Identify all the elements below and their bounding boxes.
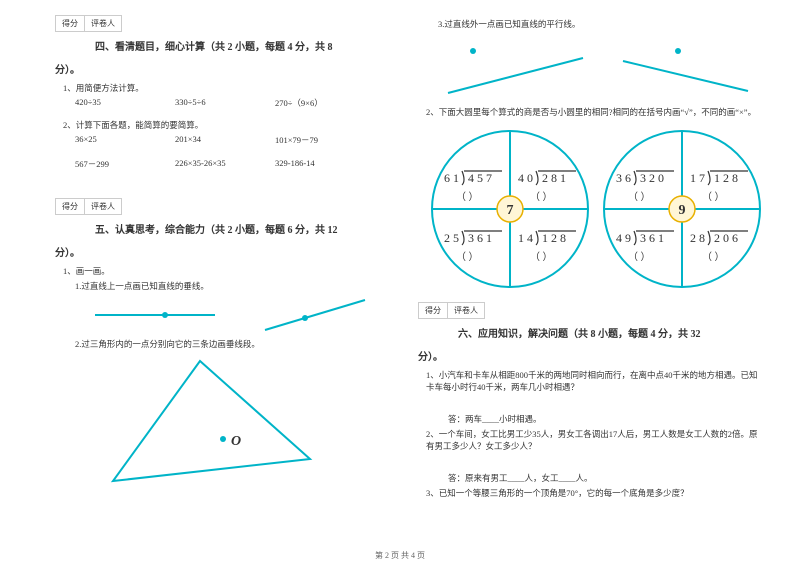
score-box: 得分 评卷人 [55,198,122,215]
q5-1-3: 3.过直线外一点画已知直线的平行线。 [438,18,760,30]
expr: 329-186-14 [275,158,375,170]
svg-text:6 1: 6 1 [444,171,459,185]
svg-text:（ ）: （ ） [628,191,651,203]
q6-1: 1、小汽车和卡车从相距800千米的两地同时相向而行，在离中点40千米的地方相遇。… [426,369,760,393]
a6-2: 答：原来有男工____人，女工____人。 [448,472,760,484]
q4-2-row1: 36×25 201×34 101×79－79 [75,134,375,146]
svg-text:（ ）: （ ） [628,251,651,263]
q4-2-row2: 567－299 226×35-26×35 329-186-14 [75,158,375,170]
expr: 567－299 [75,158,175,170]
q4-2: 2、计算下面各题，能简算的要简算。 [63,119,375,131]
svg-text:（ ）: （ ） [702,191,725,203]
svg-text:1 7: 1 7 [690,171,705,185]
score-label: 得分 [419,303,448,318]
svg-text:2 8 1: 2 8 1 [542,171,566,185]
expr: 330÷5÷6 [175,97,275,109]
score-label: 得分 [56,16,85,31]
q5-1: 1、画一画。 [63,265,375,277]
section-6-tail: 分）。 [418,348,760,363]
svg-text:1 2 8: 1 2 8 [714,171,738,185]
svg-text:3 6 1: 3 6 1 [640,231,664,245]
svg-text:3 6: 3 6 [616,171,631,185]
svg-text:3 6 1: 3 6 1 [468,231,492,245]
q4-1: 1、用简便方法计算。 [63,82,375,94]
section-4-title: 四、看清题目，细心计算（共 2 小题，每题 4 分，共 8 [95,38,375,53]
grader-label: 评卷人 [85,199,121,214]
section-4-tail: 分）。 [55,61,375,76]
parallel-line-diagram [428,33,758,103]
svg-text:（ ）: （ ） [456,251,479,263]
q6-2: 2、一个车间，女工比男工少35人，男女工各调出17人后，男工人数是女工人数的2倍… [426,428,760,452]
svg-text:3 2 0: 3 2 0 [640,171,664,185]
svg-text:2 0 6: 2 0 6 [714,231,738,245]
q5-1-1: 1.过直线上一点画已知直线的垂线。 [75,280,375,292]
triangle-diagram: O [105,353,325,493]
score-box: 得分 评卷人 [418,302,485,319]
svg-text:（ ）: （ ） [530,251,553,263]
svg-text:（ ）: （ ） [530,191,553,203]
svg-text:4 9: 4 9 [616,231,631,245]
q5-2: 2、下面大圆里每个算式的商是否与小圆里的相同?相同的在括号内画“√”，不同的画“… [426,106,760,118]
circle-center: 7 [507,203,514,218]
score-label: 得分 [56,199,85,214]
svg-text:1 4: 1 4 [518,231,533,245]
svg-text:2 8: 2 8 [690,231,705,245]
section-5-tail: 分）。 [55,244,375,259]
section-6-title: 六、应用知识，解决问题（共 8 小题，每题 4 分，共 32 [458,325,760,340]
svg-text:1 2 8: 1 2 8 [542,231,566,245]
expr: 270÷（9×6） [275,97,375,109]
svg-text:（ ）: （ ） [456,191,479,203]
svg-text:4 0: 4 0 [518,171,533,185]
q4-1-items: 420÷35 330÷5÷6 270÷（9×6） [75,97,375,109]
q6-3: 3、已知一个等腰三角形的一个顶角是70°，它的每一个底角是多少度？ [426,487,760,499]
expr: 101×79－79 [275,134,375,146]
point-O-label: O [231,434,241,449]
right-column: 3.过直线外一点画已知直线的平行线。 2、下面大圆里每个算式的商是否与小圆里的相… [400,0,800,545]
line-perpendicular-diagram [85,295,385,335]
grader-label: 评卷人 [448,303,484,318]
grader-label: 评卷人 [85,16,121,31]
score-box: 得分 评卷人 [55,15,122,32]
svg-text:（ ）: （ ） [702,251,725,263]
expr: 226×35-26×35 [175,158,275,170]
svg-text:4 5 7: 4 5 7 [468,171,492,185]
expr: 201×34 [175,134,275,146]
a6-1: 答：两车____小时相遇。 [448,413,760,425]
circle-center: 9 [679,203,686,218]
left-column: 得分 评卷人 四、看清题目，细心计算（共 2 小题，每题 4 分，共 8 分）。… [0,0,400,545]
circle-problems: 7 9 6 14 5 7 （ ） 4 02 [422,124,760,294]
section-5-title: 五、认真思考，综合能力（共 2 小题，每题 6 分，共 12 [95,221,375,236]
q5-1-2: 2.过三角形内的一点分别向它的三条边画垂线段。 [75,338,375,350]
svg-text:2 5: 2 5 [444,231,459,245]
page-footer: 第 2 页 共 4 页 [0,550,800,561]
expr: 36×25 [75,134,175,146]
expr: 420÷35 [75,97,175,109]
